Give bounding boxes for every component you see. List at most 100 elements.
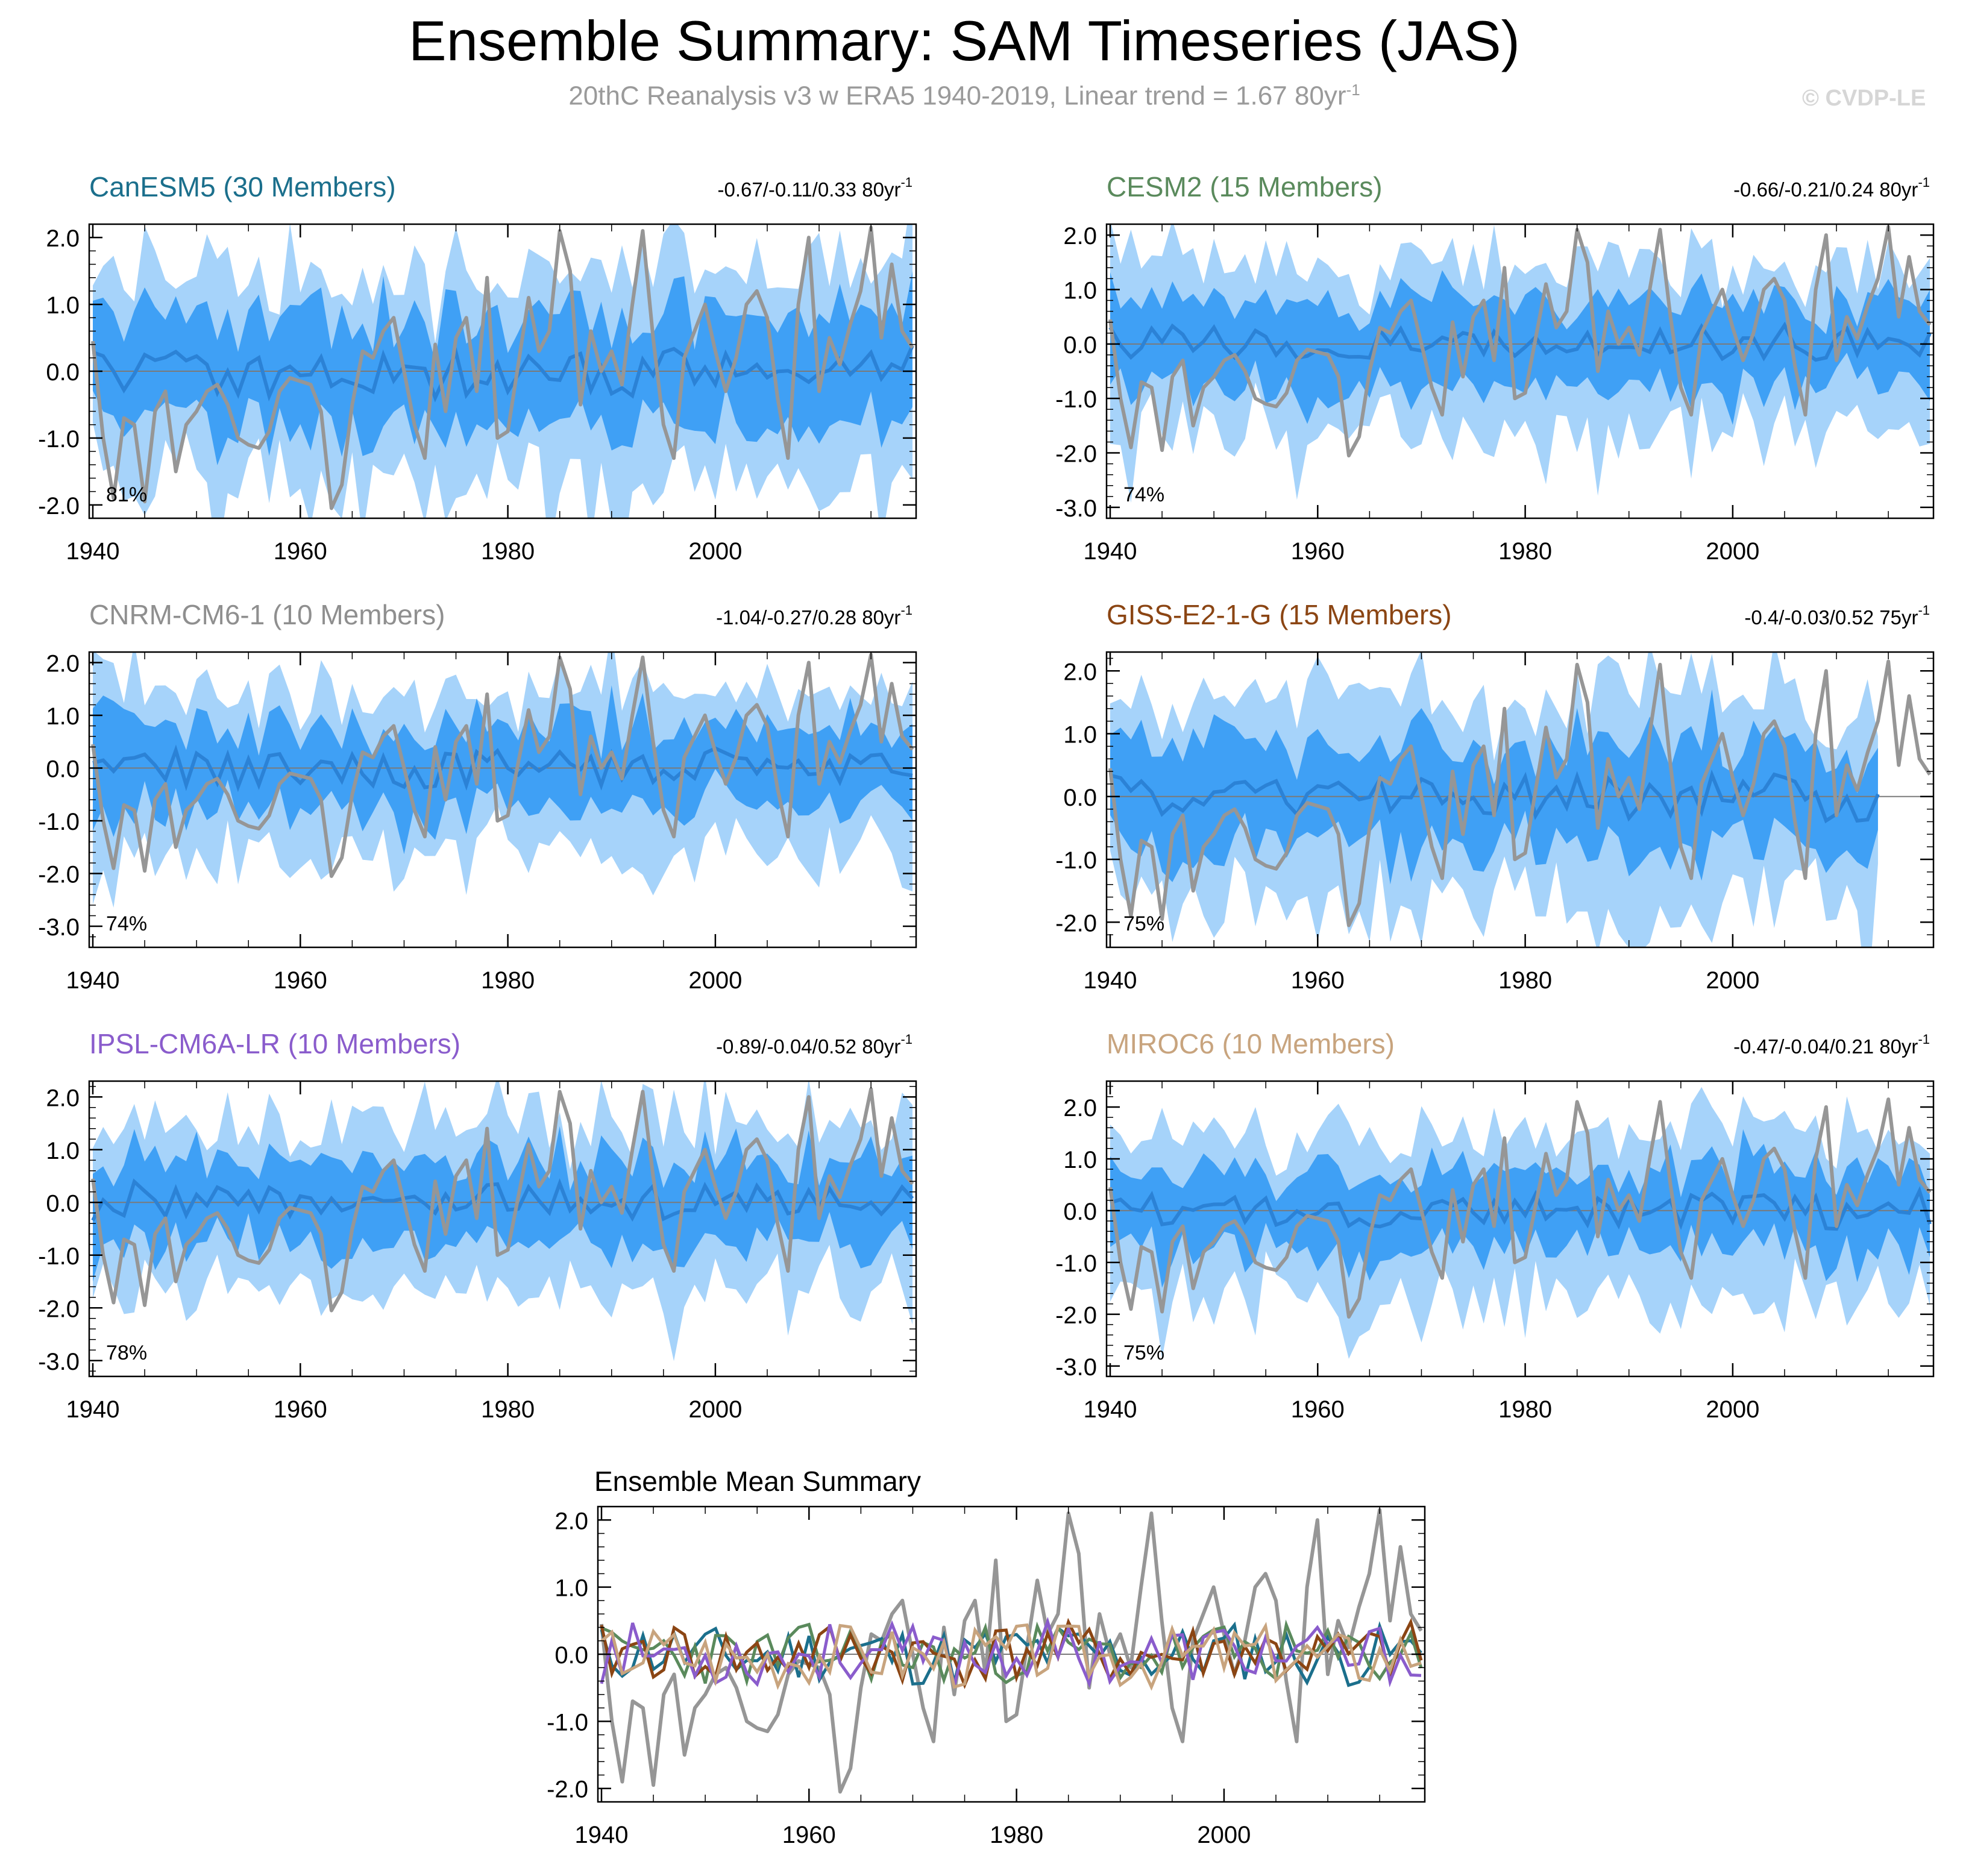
x-tick-label: 1960 (1291, 1396, 1345, 1423)
y-tick-label: 0.0 (1063, 1199, 1097, 1225)
y-tick-label: 2.0 (46, 225, 80, 252)
y-tick-label: 1.0 (554, 1575, 588, 1602)
x-tick-label: 1940 (1084, 967, 1137, 994)
trend-range-superscript: -1 (900, 175, 912, 190)
y-tick-label: -3.0 (38, 914, 80, 941)
percent-label: 74% (1123, 483, 1164, 506)
x-tick-label: 1940 (1084, 1396, 1137, 1423)
percent-label: 81% (106, 483, 147, 506)
y-tick-label: -2.0 (1055, 441, 1097, 468)
y-tick-label: 0.0 (46, 359, 80, 386)
percent-label: 78% (106, 1341, 147, 1364)
x-tick-label: 2000 (1197, 1822, 1251, 1848)
trend-range-label: -1.04/-0.27/0.28 80yr-1 (716, 603, 912, 629)
trend-range-superscript: -1 (1918, 603, 1930, 618)
y-tick-label: -1.0 (38, 426, 80, 453)
x-tick-label: 2000 (688, 967, 742, 994)
y-tick-label: 2.0 (554, 1508, 588, 1534)
figure-title: Ensemble Summary: SAM Timeseries (JAS) (409, 9, 1520, 72)
plot-area (1107, 652, 1933, 947)
x-tick-label: 2000 (688, 538, 742, 565)
x-tick-label: 1960 (1291, 967, 1345, 994)
y-tick-label: 1.0 (1063, 277, 1097, 304)
ensemble-mean-line (1110, 1186, 1932, 1231)
x-tick-label: 1940 (66, 1396, 120, 1423)
x-tick-label: 1980 (1498, 538, 1552, 565)
y-tick-label: -3.0 (1055, 495, 1097, 522)
panel-title: CanESM5 (30 Members) (89, 171, 396, 202)
cvdp-le-watermark: © CVDP-LE (1802, 86, 1926, 111)
x-tick-label: 1940 (66, 967, 120, 994)
plot-area (89, 652, 916, 908)
subtitle-text: 20thC Reanalysis v3 w ERA5 1940-2019, Li… (568, 81, 1346, 111)
x-tick-label: 1980 (481, 967, 535, 994)
y-tick-label: -2.0 (1055, 1302, 1097, 1329)
chart-panel-1: 2.0 1.0 0.0 -1.0 -2.0 1940 1960 1980 2000 CanESM5… (38, 171, 917, 565)
plot-area (89, 1081, 916, 1361)
trend-range-label: -0.4/-0.03/0.52 75yr-1 (1744, 603, 1930, 629)
x-tick-label: 1980 (1498, 1396, 1552, 1423)
trend-range-text: -1.04/-0.27/0.28 80yr (716, 606, 900, 629)
trend-range-label: -0.47/-0.04/0.21 80yr-1 (1733, 1032, 1930, 1058)
y-tick-label: -1.0 (1055, 386, 1097, 413)
trend-range-text: -0.66/-0.21/0.24 80yr (1733, 178, 1918, 201)
y-tick-label: -2.0 (1055, 910, 1097, 936)
ensemble-mean-line (92, 744, 913, 792)
plot-frame (1105, 1080, 1935, 1378)
y-tick-label: 1.0 (1063, 1147, 1097, 1173)
x-tick-label: 1980 (990, 1822, 1043, 1848)
y-tick-label: -1.0 (38, 809, 80, 835)
trend-range-text: -0.89/-0.04/0.52 80yr (716, 1035, 900, 1058)
plot-area (598, 1508, 1425, 1794)
plot-frame (1105, 651, 1935, 949)
y-tick-label: -3.0 (38, 1349, 80, 1375)
observations-line (1108, 1097, 1932, 1319)
chart-panel-7: 2.0 1.0 0.0 -1.0 -2.0 1940 1960 1980 2000 Ensembl… (547, 1466, 1426, 1848)
y-tick-label: -1.0 (547, 1709, 588, 1736)
y-tick-label: -1.0 (38, 1243, 80, 1270)
y-tick-label: -1.0 (1055, 847, 1097, 874)
observations-line (1108, 225, 1932, 458)
x-tick-label: 1960 (1291, 538, 1345, 565)
x-tick-label: 1960 (274, 538, 327, 565)
x-tick-label: 2000 (688, 1396, 742, 1423)
y-tick-label: 2.0 (1063, 659, 1097, 685)
x-tick-label: 1940 (66, 538, 120, 565)
percent-label: 74% (106, 912, 147, 935)
x-tick-label: 1940 (575, 1822, 629, 1848)
plot-area (1107, 1087, 1933, 1359)
y-tick-label: 2.0 (46, 651, 80, 677)
panel-title: Ensemble Mean Summary (594, 1466, 921, 1497)
x-tick-label: 1940 (1084, 538, 1137, 565)
trend-range-superscript: -1 (1918, 175, 1930, 190)
y-tick-label: 0.0 (1063, 785, 1097, 811)
chart-panel-2: 2.0 1.0 0.0 -1.0 -2.0 -3.0 1940 1960 1980 2000 CES… (1055, 171, 1935, 565)
inner-percentile-band (1110, 689, 1878, 885)
figure-subtitle: 20thC Reanalysis v3 w ERA5 1940-2019, Li… (0, 81, 1929, 111)
y-tick-label: 2.0 (1063, 1095, 1097, 1122)
trend-range-superscript: -1 (900, 1032, 912, 1047)
x-tick-label: 1960 (274, 967, 327, 994)
subtitle-superscript: -1 (1346, 81, 1360, 99)
x-tick-label: 1980 (481, 538, 535, 565)
ensemble-mean-series-4 (600, 1616, 1422, 1689)
y-tick-label: 0.0 (1063, 332, 1097, 359)
chart-panel-3: 2.0 1.0 0.0 -1.0 -2.0 -3.0 1940 1960 1980 2000 CNR… (38, 599, 917, 994)
y-tick-label: 1.0 (46, 1138, 80, 1164)
x-tick-label: 1960 (274, 1396, 327, 1423)
trend-range-text: -0.4/-0.03/0.52 75yr (1744, 606, 1918, 629)
panel-title: MIROC6 (10 Members) (1107, 1028, 1395, 1059)
observations-line (1108, 659, 1932, 927)
observations-line (91, 225, 914, 510)
observations-line (91, 1087, 914, 1313)
y-tick-label: -2.0 (38, 862, 80, 888)
plot-frame (1105, 223, 1935, 519)
trend-range-text: -0.47/-0.04/0.21 80yr (1733, 1035, 1918, 1058)
x-tick-label: 1980 (1498, 967, 1552, 994)
y-tick-label: 1.0 (1063, 722, 1097, 748)
x-tick-label: 2000 (1706, 1396, 1759, 1423)
y-tick-label: 2.0 (46, 1085, 80, 1111)
y-tick-label: 1.0 (46, 292, 80, 319)
